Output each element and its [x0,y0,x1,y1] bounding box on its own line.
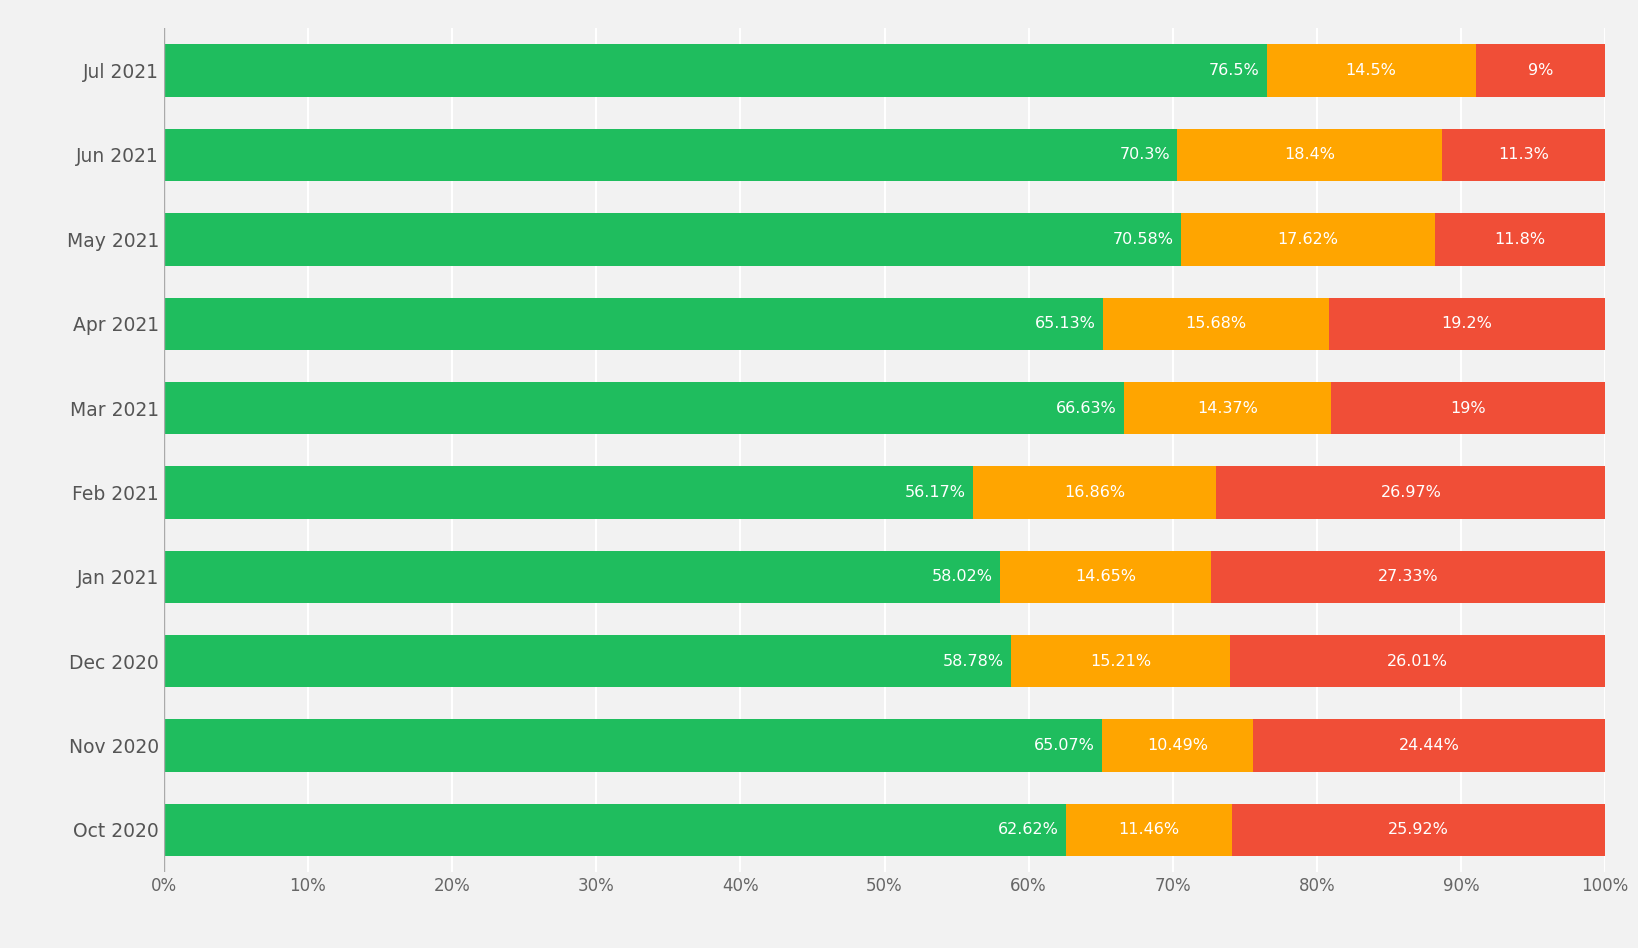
Bar [1217,466,1605,519]
Text: 76.5%: 76.5% [1209,64,1260,78]
Bar [164,382,1124,434]
Text: 14.5%: 14.5% [1345,64,1397,78]
Text: 14.65%: 14.65% [1075,570,1137,584]
Text: 17.62%: 17.62% [1278,232,1338,246]
Bar [1443,129,1605,181]
Bar [1230,635,1605,687]
Bar [1124,382,1332,434]
Bar [164,720,1102,772]
Bar [973,466,1217,519]
Bar [1102,298,1328,350]
Bar [164,804,1066,856]
Text: 58.02%: 58.02% [932,570,993,584]
Bar [1476,45,1605,97]
Text: 70.58%: 70.58% [1112,232,1174,246]
Text: 65.13%: 65.13% [1035,317,1096,331]
Bar [1001,551,1210,603]
Text: 10.49%: 10.49% [1147,738,1207,753]
Text: 56.17%: 56.17% [906,485,966,500]
Text: 16.86%: 16.86% [1065,485,1125,500]
Text: 14.37%: 14.37% [1197,401,1258,415]
Text: 27.33%: 27.33% [1378,570,1438,584]
Bar [1328,298,1605,350]
Bar [1435,213,1605,265]
Text: 19%: 19% [1451,401,1486,415]
Text: 70.3%: 70.3% [1119,148,1170,162]
Bar [164,213,1181,265]
Bar [1253,720,1605,772]
Text: 15.68%: 15.68% [1184,317,1247,331]
Text: 58.78%: 58.78% [943,654,1004,668]
Text: 25.92%: 25.92% [1387,823,1450,837]
Text: 26.97%: 26.97% [1381,485,1441,500]
Bar [1266,45,1476,97]
Text: 11.3%: 11.3% [1499,148,1550,162]
Bar [164,466,973,519]
Bar [164,45,1266,97]
Text: 62.62%: 62.62% [998,823,1060,837]
Bar [164,129,1178,181]
Bar [1066,804,1232,856]
Bar [164,298,1102,350]
Bar [164,551,1001,603]
Text: 65.07%: 65.07% [1034,738,1094,753]
Text: 24.44%: 24.44% [1399,738,1459,753]
Bar [1332,382,1605,434]
Bar [1232,804,1605,856]
Bar [1210,551,1605,603]
Bar [1178,129,1443,181]
Text: 26.01%: 26.01% [1387,654,1448,668]
Text: 15.21%: 15.21% [1091,654,1152,668]
Bar [1011,635,1230,687]
Text: 66.63%: 66.63% [1057,401,1117,415]
Text: 19.2%: 19.2% [1441,317,1492,331]
Text: 18.4%: 18.4% [1284,148,1335,162]
Bar [164,635,1011,687]
Bar [1102,720,1253,772]
Text: 11.46%: 11.46% [1119,823,1179,837]
Bar [1181,213,1435,265]
Text: 11.8%: 11.8% [1494,232,1546,246]
Text: 9%: 9% [1528,64,1553,78]
